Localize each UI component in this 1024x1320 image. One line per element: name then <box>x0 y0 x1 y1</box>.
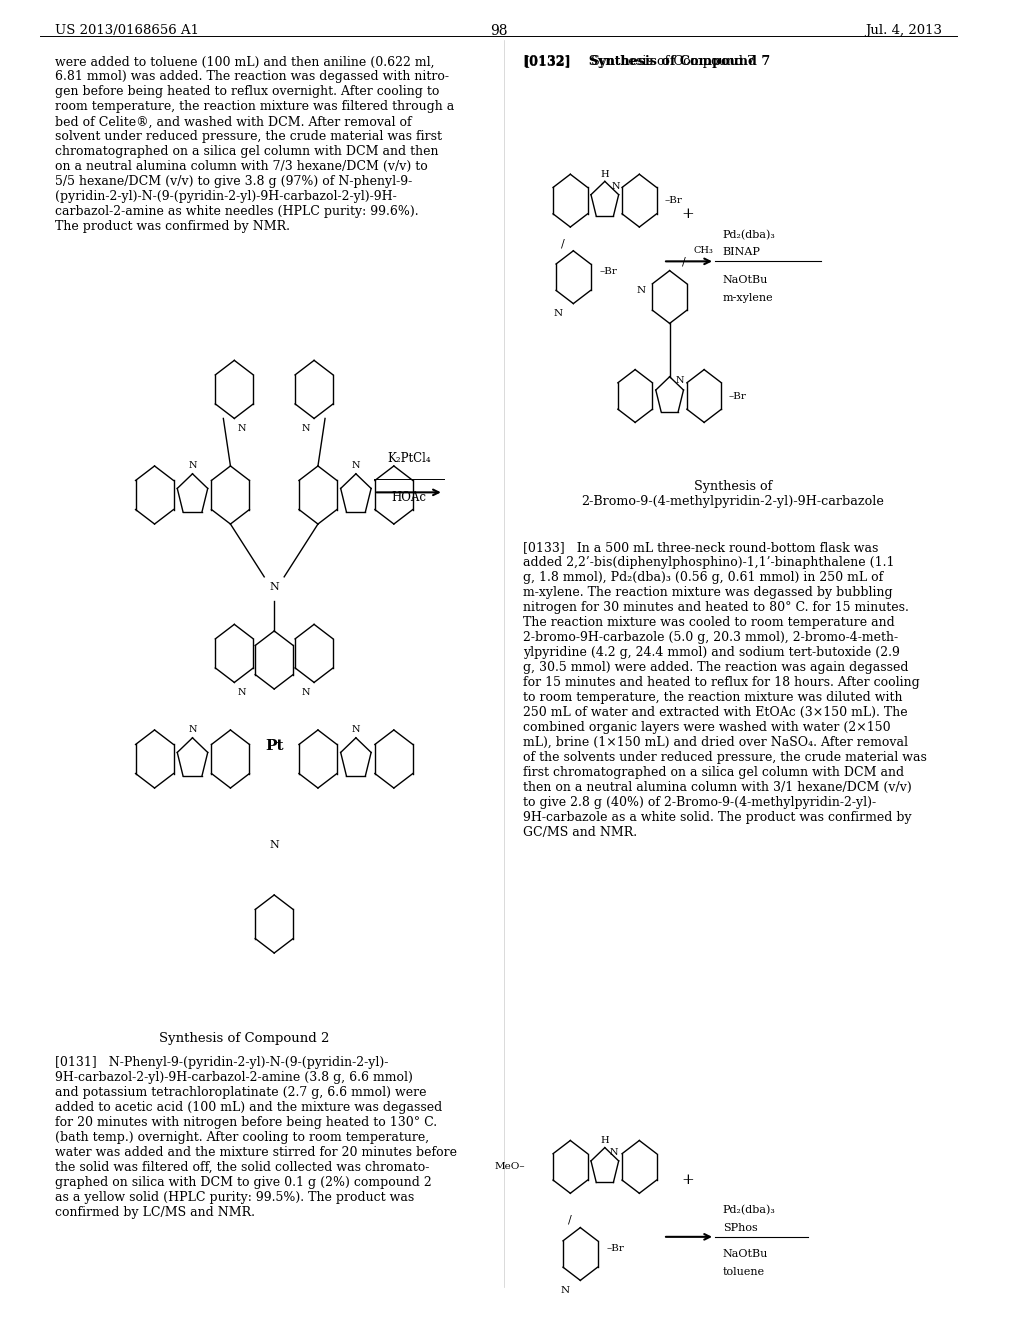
Text: MeO–: MeO– <box>495 1163 525 1171</box>
Text: –Br: –Br <box>665 197 682 205</box>
Text: Jul. 4, 2013: Jul. 4, 2013 <box>865 24 942 37</box>
Text: [0131]   N-Phenyl-9-(pyridin-2-yl)-N-(9-(pyridin-2-yl)-
9H-carbazol-2-yl)-9H-car: [0131] N-Phenyl-9-(pyridin-2-yl)-N-(9-(p… <box>55 1056 457 1218</box>
Text: N: N <box>351 725 360 734</box>
Text: CH₃: CH₃ <box>693 246 714 255</box>
Text: N: N <box>554 309 563 318</box>
Text: N: N <box>269 840 280 850</box>
Text: US 2013/0168656 A1: US 2013/0168656 A1 <box>55 24 199 37</box>
Text: N: N <box>302 424 310 433</box>
Text: N: N <box>610 1148 618 1156</box>
Text: SPhos: SPhos <box>723 1222 758 1233</box>
Text: N: N <box>676 376 684 384</box>
Text: Pd₂(dba)₃: Pd₂(dba)₃ <box>723 230 776 240</box>
Text: –Br: –Br <box>728 392 745 400</box>
Text: were added to toluene (100 mL) and then aniline (0.622 ml,
6.81 mmol) was added.: were added to toluene (100 mL) and then … <box>55 55 454 234</box>
Text: +: + <box>682 1173 694 1187</box>
Text: [0133]   In a 500 mL three-neck round-bottom flask was
added 2,2’-bis(diphenylph: [0133] In a 500 mL three-neck round-bott… <box>523 541 928 840</box>
Text: NaOtBu: NaOtBu <box>723 1249 768 1259</box>
Text: –Br: –Br <box>599 268 617 276</box>
Text: BINAP: BINAP <box>723 247 761 257</box>
Text: [0132]    Synthesis of Compound 7: [0132] Synthesis of Compound 7 <box>523 55 771 69</box>
Text: toluene: toluene <box>723 1267 765 1278</box>
Text: N: N <box>238 688 247 697</box>
Text: Pt: Pt <box>265 739 284 752</box>
Text: N: N <box>637 286 646 294</box>
Text: m-xylene: m-xylene <box>723 293 773 304</box>
Text: N: N <box>561 1286 570 1295</box>
Text: NaOtBu: NaOtBu <box>723 275 768 285</box>
Text: /: / <box>682 256 685 267</box>
Text: H: H <box>600 170 609 178</box>
Text: N: N <box>188 725 197 734</box>
Text: Synthesis of Compound 7: Synthesis of Compound 7 <box>591 55 756 69</box>
Text: Synthesis of
2-Bromo-9-(4-methylpyridin-2-yl)-9H-carbazole: Synthesis of 2-Bromo-9-(4-methylpyridin-… <box>582 480 885 508</box>
Text: Synthesis of Compound 2: Synthesis of Compound 2 <box>159 1032 330 1045</box>
Text: K₂PtCl₄: K₂PtCl₄ <box>387 451 431 465</box>
Text: Pd₂(dba)₃: Pd₂(dba)₃ <box>723 1205 776 1216</box>
Text: HOAc: HOAc <box>391 491 426 504</box>
Text: +: + <box>682 207 694 220</box>
Text: 98: 98 <box>489 24 507 38</box>
Text: N: N <box>238 424 247 433</box>
Text: /: / <box>568 1214 572 1225</box>
Text: N: N <box>269 582 280 593</box>
Text: N: N <box>611 182 621 190</box>
Text: [0132]: [0132] <box>523 55 571 69</box>
Text: N: N <box>302 688 310 697</box>
Text: N: N <box>351 461 360 470</box>
Text: H: H <box>600 1137 609 1144</box>
Text: N: N <box>188 461 197 470</box>
Text: /: / <box>561 238 565 248</box>
Text: –Br: –Br <box>606 1245 624 1253</box>
